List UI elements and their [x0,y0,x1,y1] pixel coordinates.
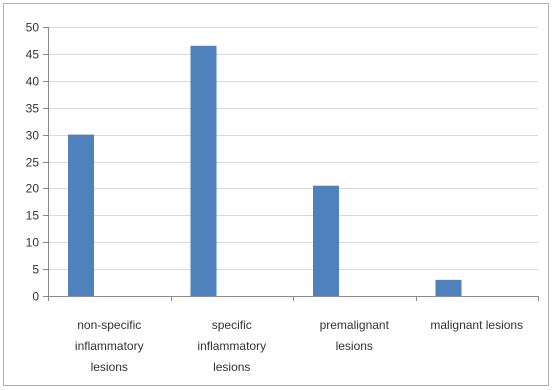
y-tick-label: 50 [26,21,40,35]
bar-1 [68,134,94,296]
x-category-label: specific inflammatory lesions [197,318,266,374]
x-category-label-line: lesions [213,360,250,374]
y-tick-label: 0 [32,290,39,304]
bar-3 [313,185,339,296]
y-tick-label: 10 [26,236,40,250]
x-category-label: premalignant lesions [320,318,390,353]
bar-4 [435,279,462,296]
y-tick-label: 30 [26,129,40,143]
x-category-label-line: premalignant [320,318,390,332]
y-tick-label: 25 [26,156,40,170]
y-tick-label: 35 [26,102,40,116]
bar-2 [190,45,217,296]
x-category-label: non-specific inflammatory lesions [75,318,144,374]
y-tick-label: 40 [26,75,40,89]
x-category-label-line: specific [212,318,252,332]
x-category-label-line: non-specific [77,318,141,332]
x-category-label: malignant lesions [430,318,523,332]
x-category-label-line: malignant lesions [430,318,523,332]
x-category-label-line: lesions [91,360,128,374]
y-tick-label: 20 [26,182,40,196]
y-tick-label: 5 [32,263,39,277]
y-tick-label: 45 [26,48,40,62]
y-tick-label: 15 [26,209,40,223]
x-category-label-line: inflammatory [75,339,144,353]
x-category-label-line: inflammatory [197,339,266,353]
x-category-label-line: lesions [336,339,373,353]
